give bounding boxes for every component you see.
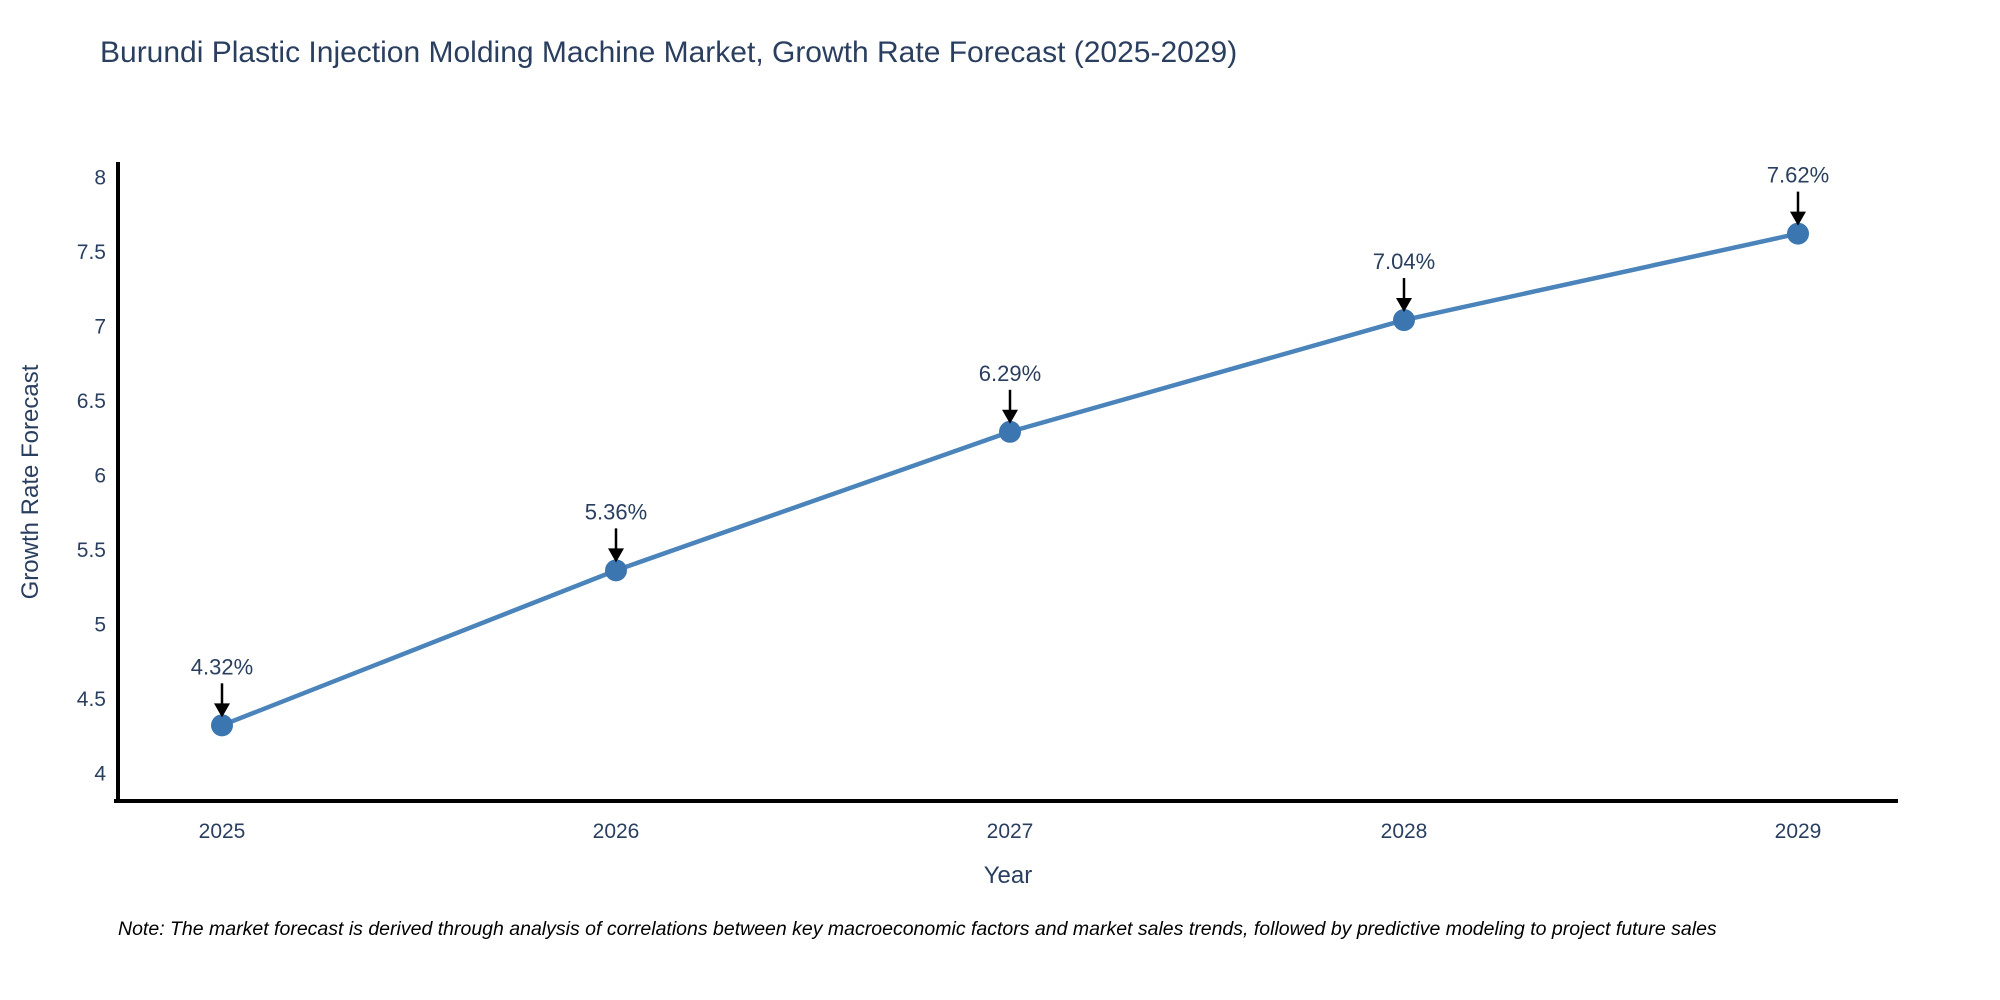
y-tick-label: 4.5 <box>77 688 106 711</box>
data-point-2025[interactable] <box>211 714 233 737</box>
x-axis-title: Year <box>983 862 1033 889</box>
y-tick-label: 4 <box>94 763 106 786</box>
x-tick-label: 2027 <box>987 820 1034 843</box>
annotation-arrowhead-icon <box>1396 298 1412 313</box>
annotation-arrowhead-icon <box>214 703 230 718</box>
data-point-2026[interactable] <box>605 559 627 582</box>
data-point-label: 5.36% <box>585 499 647 524</box>
x-tick-label: 2029 <box>1775 820 1822 843</box>
forecast-line <box>219 231 1801 728</box>
y-tick-label: 5 <box>94 614 106 637</box>
annotation-arrowhead-icon <box>608 548 624 563</box>
annotation-arrowhead-icon <box>1002 409 1018 424</box>
data-point-2029[interactable] <box>1787 222 1809 245</box>
y-tick-label: 6 <box>94 465 106 488</box>
data-point-label: 7.62% <box>1767 163 1829 188</box>
y-tick-label: 7.5 <box>77 241 106 264</box>
y-axis-title: Growth Rate Forecast <box>17 364 44 600</box>
y-tick-label: 5.5 <box>77 539 106 562</box>
x-tick-label: 2026 <box>593 820 640 843</box>
data-point-label: 4.32% <box>191 654 253 679</box>
chart-title: Burundi Plastic Injection Molding Machin… <box>100 36 1238 69</box>
data-point-label: 7.04% <box>1373 249 1435 274</box>
x-tick-label: 2025 <box>199 820 246 843</box>
y-tick-label: 6.5 <box>77 390 106 413</box>
annotation-arrowhead-icon <box>1790 211 1806 226</box>
chart-note: Note: The market forecast is derived thr… <box>118 918 1717 940</box>
y-tick-label: 7 <box>94 316 106 339</box>
data-point-2027[interactable] <box>999 420 1021 443</box>
data-point-label: 6.29% <box>979 361 1041 386</box>
x-tick-label: 2028 <box>1381 820 1428 843</box>
data-point-2028[interactable] <box>1393 309 1415 332</box>
y-tick-label: 8 <box>94 167 106 190</box>
